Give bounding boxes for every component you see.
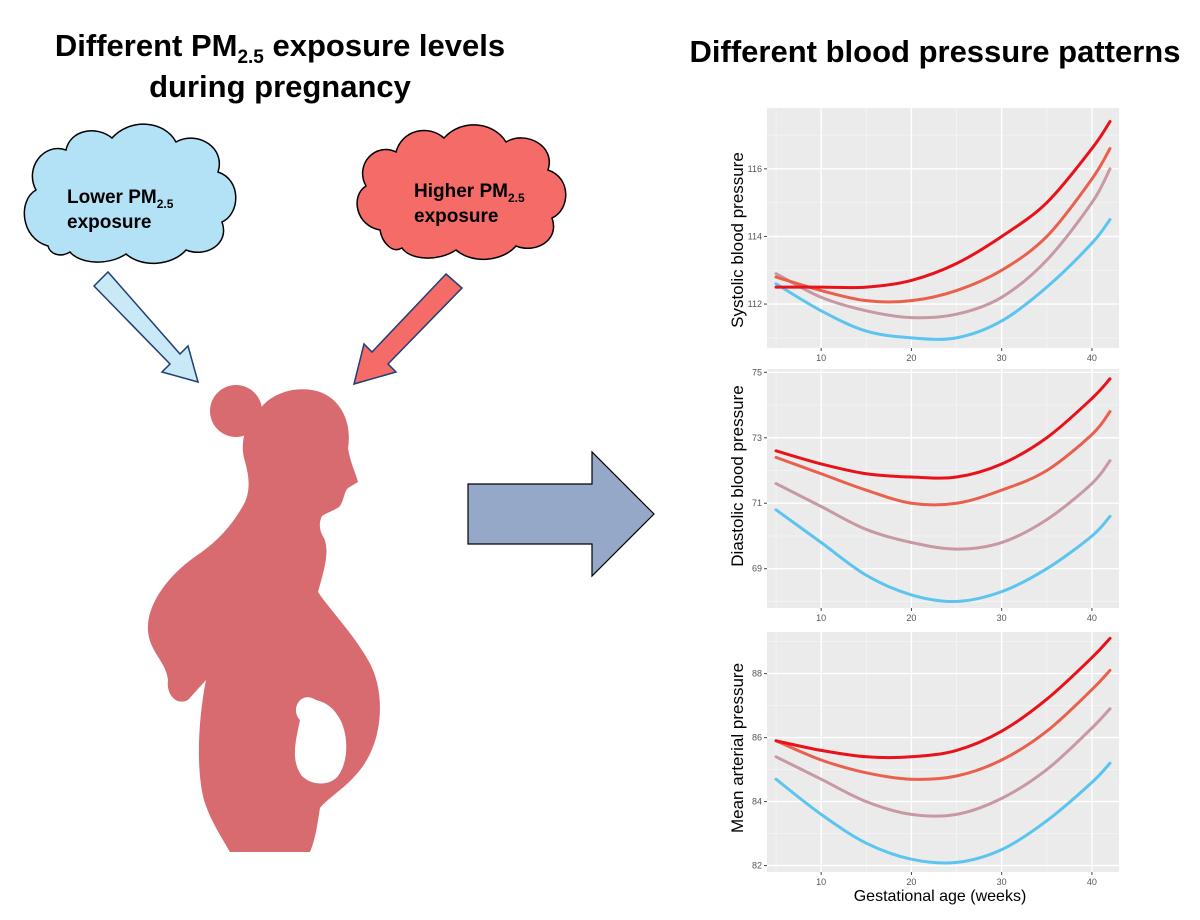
y-tick-label: 69 — [752, 564, 762, 574]
chart-1-series-4-line — [774, 120, 1112, 290]
higher-exposure-arrow-icon — [352, 272, 464, 386]
chart-1-series-1-line — [774, 218, 1112, 341]
right-title: Different blood pressure patterns — [689, 34, 1181, 69]
chart-1-series-2-line — [774, 167, 1112, 320]
y-tick-label: 84 — [752, 797, 762, 807]
y-tick-label: 112 — [748, 299, 762, 309]
y-tick-label: 116 — [748, 164, 762, 174]
chart-3: 10 20 30 40 82 84 86 88 — [752, 632, 1119, 887]
chart-1-ylabel: Systolic blood pressure — [728, 152, 747, 328]
chart-2-series-2-line — [774, 459, 1112, 551]
x-tick-label: 20 — [906, 877, 916, 887]
chart-1: 10 20 30 40 112 114 116 — [748, 108, 1119, 363]
lower-cloud-icon — [23, 123, 237, 265]
x-tick-label: 40 — [1087, 877, 1097, 887]
x-tick-label: 30 — [997, 877, 1007, 887]
chart-2-ylabel: Diastolic blood pressure — [728, 385, 747, 567]
x-tick-label: 10 — [816, 877, 826, 887]
big-arrow-icon — [467, 450, 655, 578]
higher-cloud-icon — [356, 124, 567, 261]
chart-2: 10 20 30 40 69 71 73 75 — [752, 367, 1119, 623]
chart-1-panel — [767, 108, 1119, 348]
chart-2-series-4-line — [774, 377, 1112, 480]
chart-2-series-1-line — [774, 508, 1112, 604]
lower-cloud-subscript: 2.5 — [156, 197, 174, 211]
chart-2-series-3-line — [774, 410, 1112, 507]
y-tick-label: 86 — [752, 733, 762, 743]
higher-cloud-subscript: 2.5 — [507, 191, 525, 205]
x-tick-label: 40 — [1087, 353, 1097, 363]
higher-cloud-label: Higher PM2.5 exposure — [414, 180, 525, 229]
x-tick-label: 10 — [816, 613, 826, 623]
chart-3-series-4-line — [774, 636, 1112, 760]
y-tick-label: 71 — [752, 498, 762, 508]
y-tick-label: 73 — [752, 433, 762, 443]
lower-cloud-label: Lower PM2.5 exposure — [67, 186, 173, 235]
lower-cloud-text: Lower PM — [67, 187, 157, 208]
lower-exposure-arrow-icon — [92, 270, 200, 384]
left-title: Different PM2.5 exposure levels during p… — [30, 28, 530, 105]
chart-3-series-3-line — [774, 668, 1112, 781]
x-tick-label: 40 — [1087, 613, 1097, 623]
chart-3-series-1-line — [774, 761, 1112, 865]
x-tick-label: 30 — [997, 353, 1007, 363]
y-tick-label: 114 — [748, 231, 762, 241]
y-tick-label: 75 — [752, 367, 762, 377]
x-tick-label: 30 — [997, 613, 1007, 623]
chart-1-series-3-line — [774, 147, 1112, 304]
x-tick-label: 20 — [906, 613, 916, 623]
chart-3-series-2-line — [774, 707, 1112, 818]
chart-3-xlabel: Gestational age (weeks) — [853, 888, 1027, 905]
x-tick-label: 10 — [816, 353, 826, 363]
left-title-subscript: 2.5 — [237, 47, 264, 68]
fetus-icon — [294, 697, 347, 784]
left-title-part1: Different PM — [54, 28, 238, 63]
lower-cloud-line2: exposure — [67, 212, 152, 233]
pregnant-woman-silhouette-icon — [147, 385, 380, 852]
left-title-line2: during pregnancy — [149, 69, 411, 104]
x-tick-label: 20 — [906, 353, 916, 363]
chart-3-ylabel: Mean arterial pressure — [728, 662, 747, 834]
y-tick-label: 82 — [752, 861, 762, 871]
left-title-part2: exposure levels — [263, 28, 506, 63]
y-tick-label: 88 — [752, 669, 762, 679]
higher-cloud-text: Higher PM — [414, 181, 508, 202]
higher-cloud-line2: exposure — [414, 206, 499, 227]
